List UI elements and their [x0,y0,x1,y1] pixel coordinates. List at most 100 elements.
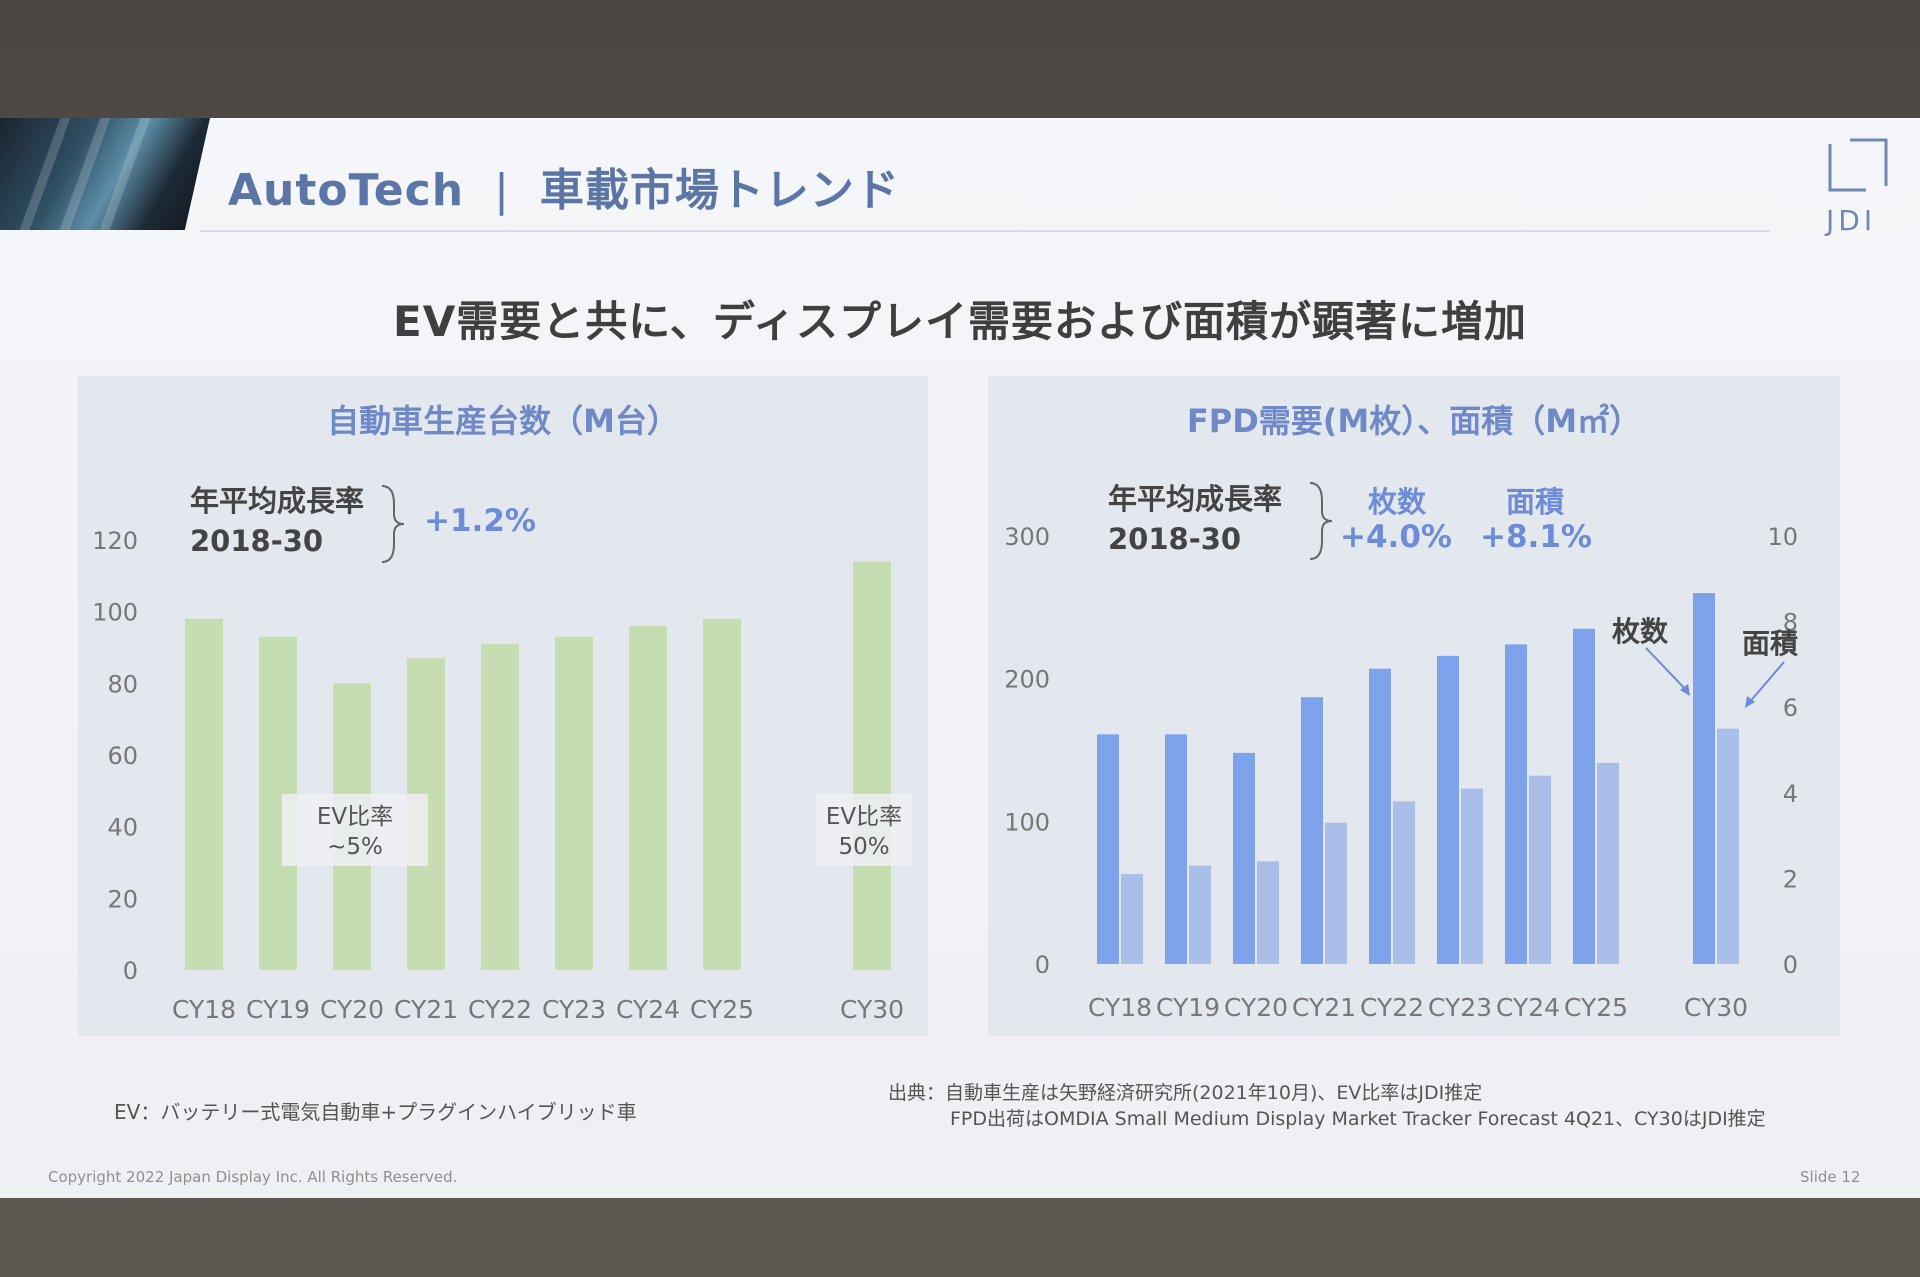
bar-area-cy20 [1257,861,1279,964]
x-tick-label: CY21 [394,995,458,1024]
bar-count-cy18 [1097,734,1119,964]
y-tick-label-left: 300 [1004,523,1050,551]
x-tick-label: CY21 [1292,993,1356,1022]
source-line-1: 出典：自動車生産は矢野経済研究所(2021年10月)、EV比率はJDI推定 [888,1082,1483,1104]
chart-car-production: 0 20 40 60 80 100 120 CY18 CY19 CY20 CY21 CY22 CY23 C… [92,527,904,1024]
y-tick-label: 40 [107,814,138,842]
ev-ratio-label-cy30: EV比率 [825,804,903,830]
brace-left-icon [381,485,405,563]
bar-count-cy30 [1693,593,1715,964]
x-tick-label: CY19 [246,995,310,1024]
y-tick-label: 120 [92,527,138,555]
cagr-label-right: 年平均成長率 2018-30 [1108,479,1282,559]
bar-count-cy22 [1369,668,1391,964]
ev-ratio-box-cy30: EV比率 50% [816,794,912,866]
x-tick-label: CY19 [1156,993,1220,1022]
ev-ratio-box-cy20: EV比率 ~5% [282,794,428,866]
y-tick-label-right: 8 [1783,609,1798,637]
brace-right-icon [1309,482,1333,560]
bar-count-cy21 [1301,697,1323,964]
cagr-value-count: +4.0% [1340,519,1452,555]
cagr-label-right-1: 年平均成長率 [1108,482,1283,516]
x-tick-label: CY25 [690,995,754,1024]
bar-area-cy21 [1325,822,1347,964]
bar-count-cy24 [1505,644,1527,964]
x-tick-label: CY18 [1088,993,1152,1022]
y-tick-label: 60 [107,742,138,770]
bar-cy25 [703,618,741,970]
ev-ratio-label-cy20: EV比率 [316,804,394,830]
bar-count-cy20 [1233,752,1255,964]
annotation-arrows [1645,647,1785,708]
copyright: Copyright 2022 Japan Display Inc. All Ri… [48,1168,458,1186]
header-photo [0,118,210,230]
annotation-area: 面積 [1742,627,1799,660]
x-tick-label: CY20 [1224,993,1288,1022]
arrow-count-icon [1645,647,1689,693]
bar-count-cy23 [1437,655,1459,964]
x-tick-label: CY24 [1496,993,1560,1022]
header-rule [200,230,1770,232]
y-tick-label-right: 0 [1783,951,1798,979]
slide-number: Slide 12 [1800,1168,1861,1186]
source-note: 出典：自動車生産は矢野経済研究所(2021年10月)、EV比率はJDI推定 FP… [888,1080,1766,1132]
y-tick-label: 80 [107,670,138,698]
bar-cy23 [555,636,593,970]
header-title: AutoTech | 車載市場トレンド [228,154,900,218]
y-tick-label-right: 10 [1767,523,1798,551]
cagr-value-area: +8.1% [1480,519,1592,555]
bar-area-cy23 [1461,788,1483,964]
y-tick-label: 0 [123,957,138,985]
ev-ratio-value-cy20: ~5% [327,834,383,860]
cagr-label-left: 年平均成長率 2018-30 [190,481,364,561]
x-tick-label: CY22 [468,995,532,1024]
ev-ratio-value-cy30: 50% [838,834,890,860]
bar-cy30 [853,561,891,970]
headline: EV需要と共に、ディスプレイ需要および面積が顕著に増加 [393,297,1527,346]
cagr-header-area: 面積 [1506,485,1565,519]
slide: AutoTech | 車載市場トレンド JDI EV需要と共に、ディスプレイ需要およ… [0,118,1920,1198]
bar-count-cy25 [1573,628,1595,964]
x-tick-label: CY23 [1428,993,1492,1022]
header-title-main: AutoTech [228,165,465,216]
x-tick-label: CY18 [172,995,236,1024]
y-tick-label-right: 4 [1783,780,1798,808]
ev-footnote: EV：バッテリー式電気自動車+プラグインハイブリッド車 [114,1100,637,1124]
header-separator: | [494,165,510,216]
bar-area-cy22 [1393,801,1415,964]
bar-area-cy19 [1189,865,1211,964]
cagr-label-left-2: 2018-30 [190,524,324,558]
x-tick-label: CY30 [1684,993,1748,1022]
cagr-value-left: +1.2% [424,503,536,539]
cagr-header-count: 枚数 [1368,485,1427,519]
x-tick-label: CY22 [1360,993,1424,1022]
y-tick-label-left: 0 [1035,951,1050,979]
bar-cy24 [629,626,667,970]
chart-title-car-production: 自動車生産台数（M台） [327,402,679,440]
arrowhead-area-icon [1745,696,1755,708]
bar-area-cy30 [1717,728,1739,964]
arrow-area-icon [1747,661,1785,705]
panel-car-production: 自動車生産台数（M台） 0 20 40 60 80 100 120 CY18 CY19 CY20 C… [78,376,928,1036]
x-tick-label: CY30 [840,995,904,1024]
x-tick-label: CY25 [1564,993,1628,1022]
y-tick-label-left: 200 [1004,666,1050,694]
x-tick-label: CY24 [616,995,680,1024]
y-tick-label: 100 [92,599,138,627]
bar-area-cy25 [1597,762,1619,964]
source-line-2: FPD出荷はOMDIA Small Medium Display Market … [950,1108,1766,1130]
y-tick-label-right: 6 [1783,694,1798,722]
jdi-logo-text: JDI [1826,204,1877,237]
bar-area-cy24 [1529,775,1551,964]
panel-fpd-demand: FPD需要(M枚）、面積（M㎡） 0 100 200 300 0 2 4 6 8 10 CY18 CY… [988,376,1840,1036]
bar-area-cy18 [1121,874,1143,964]
header-subtitle: 車載市場トレンド [539,165,900,216]
cagr-label-right-2: 2018-30 [1108,522,1242,556]
bar-cy18 [185,618,223,970]
annotation-count: 枚数 [1612,615,1669,648]
arrowhead-count-icon [1680,684,1690,696]
y-tick-label-right: 2 [1783,865,1798,893]
x-tick-label: CY23 [542,995,606,1024]
chart-title-fpd-demand: FPD需要(M枚）、面積（M㎡） [1186,402,1642,440]
